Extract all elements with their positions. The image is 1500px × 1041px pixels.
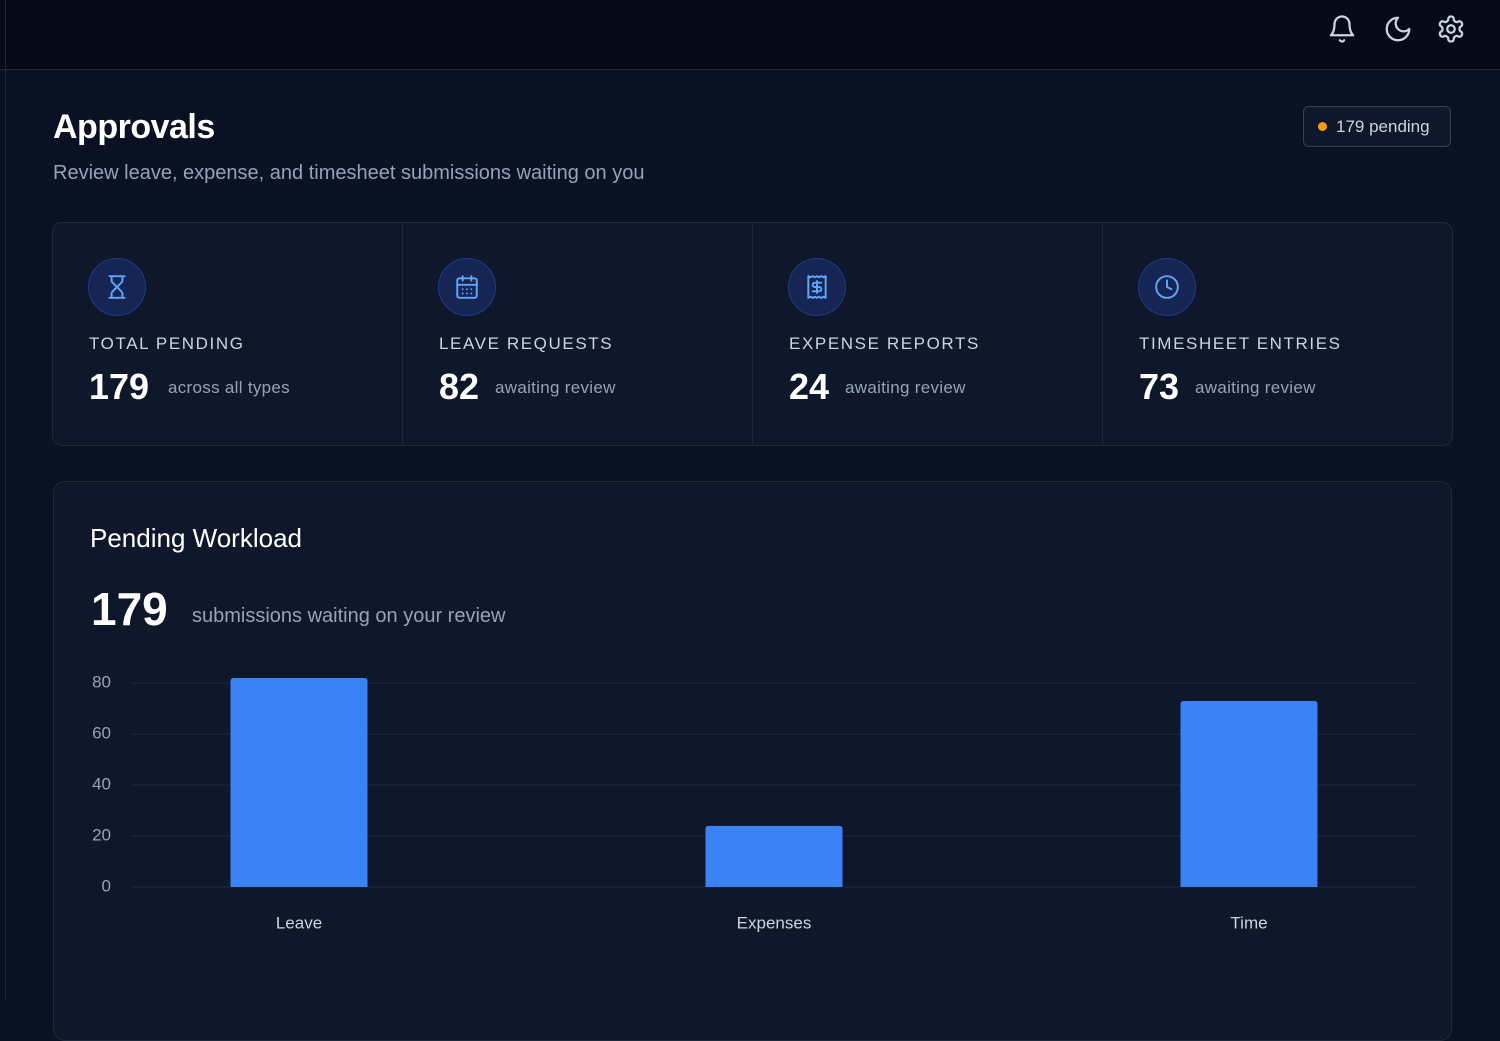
stat-label: LEAVE REQUESTS <box>439 334 614 353</box>
stat-card: TIMESHEET ENTRIES 73 awaiting review <box>1103 223 1452 445</box>
y-tick-label: 80 <box>92 673 111 692</box>
x-tick-label: Leave <box>276 913 322 932</box>
bar <box>705 825 843 887</box>
panel-caption: submissions waiting on your review <box>192 605 506 627</box>
stat-card: LEAVE REQUESTS 82 awaiting review <box>403 223 753 445</box>
stat-label: EXPENSE REPORTS <box>789 334 980 353</box>
x-tick-label: Expenses <box>737 913 812 932</box>
sidebar-edge <box>5 0 6 1000</box>
stat-label: TOTAL PENDING <box>89 334 245 353</box>
stat-card: TOTAL PENDING 179 across all types <box>53 223 403 445</box>
bar <box>1180 700 1318 887</box>
y-tick-label: 0 <box>102 876 111 895</box>
settings-button[interactable] <box>1436 14 1466 44</box>
stat-value: 82 <box>439 366 480 407</box>
y-tick-label: 40 <box>92 775 111 794</box>
stat-icon <box>88 258 146 316</box>
stat-card: EXPENSE REPORTS 24 awaiting review <box>753 223 1103 445</box>
notifications-button[interactable] <box>1327 14 1357 44</box>
theme-toggle[interactable] <box>1383 14 1413 44</box>
stat-icon <box>1138 258 1196 316</box>
x-tick-label: Time <box>1230 913 1267 932</box>
stat-note: awaiting review <box>1195 378 1316 397</box>
y-tick-label: 60 <box>92 724 111 743</box>
stat-value: 179 <box>89 366 150 407</box>
bar-chart: 0 20 40 60 80 Leave Expenses Time <box>92 673 1417 932</box>
panel-total: 179 <box>91 583 168 635</box>
page-subtitle: Review leave, expense, and timesheet sub… <box>53 162 645 184</box>
page-title: Approvals <box>53 108 215 146</box>
workload-panel: 0 20 40 60 80 Leave Expenses Time Pending Workl… <box>53 481 1452 1041</box>
top-bar <box>0 0 1500 70</box>
stat-value: 73 <box>1139 366 1180 407</box>
stat-note: across all types <box>168 378 290 397</box>
badge-text: 179 pending <box>1336 116 1430 136</box>
status-dot <box>1318 122 1327 131</box>
stat-note: awaiting review <box>845 378 966 397</box>
y-tick-label: 20 <box>92 826 111 845</box>
pending-badge: 179 pending <box>1303 106 1451 147</box>
stat-icon <box>438 258 496 316</box>
stat-note: awaiting review <box>495 378 616 397</box>
stat-value: 24 <box>789 366 830 407</box>
stats-row: TOTAL PENDING 179 across all types LEAVE… <box>52 222 1453 446</box>
stat-icon <box>788 258 846 316</box>
bar <box>230 678 368 887</box>
panel-title: Pending Workload <box>90 523 302 553</box>
stat-label: TIMESHEET ENTRIES <box>1139 334 1342 353</box>
